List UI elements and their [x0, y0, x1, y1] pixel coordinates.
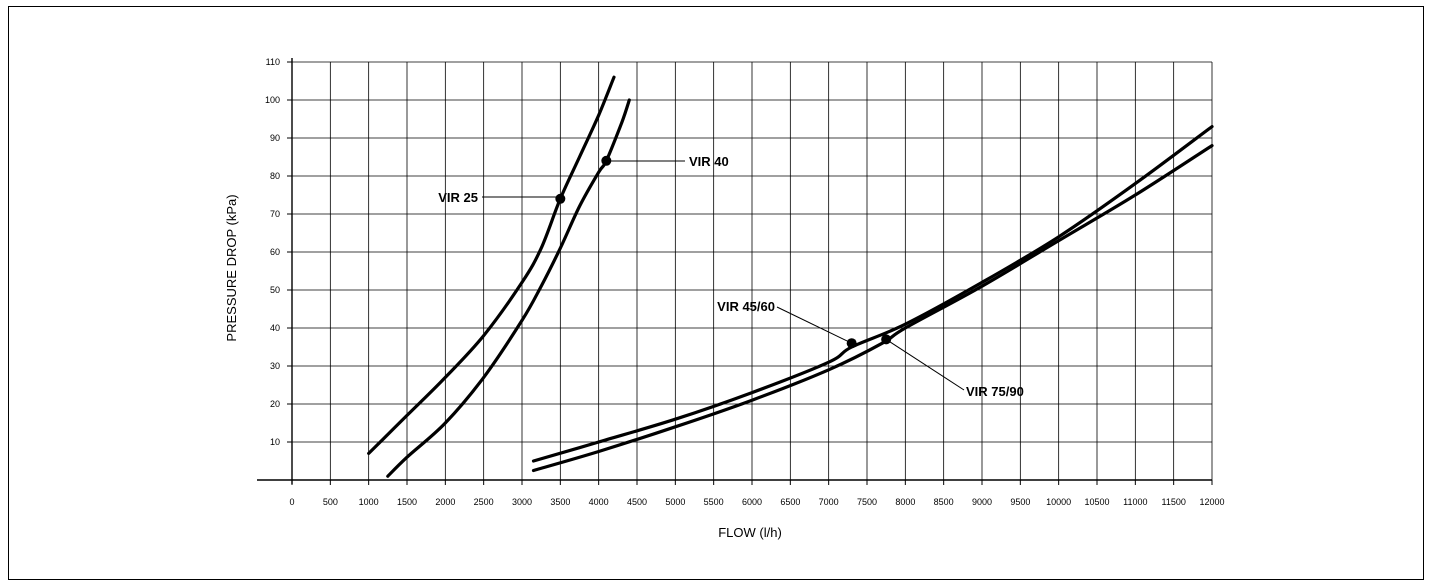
x-tick-label: 3500 [550, 497, 570, 507]
x-tick-label: 4000 [589, 497, 609, 507]
curve-vir-40 [386, 98, 631, 478]
x-tick-label: 2000 [435, 497, 455, 507]
x-tick-label: 4500 [627, 497, 647, 507]
x-tick-label: 12000 [1199, 497, 1224, 507]
y-tick-label: 80 [270, 171, 280, 181]
series-label-vir-75-90: VIR 75/90 [966, 384, 1024, 399]
y-tick-label: 40 [270, 323, 280, 333]
y-tick-label: 110 [266, 57, 280, 67]
x-tick-label: 1000 [359, 497, 379, 507]
x-tick-label: 3000 [512, 497, 532, 507]
curve-vir-25 [367, 75, 616, 455]
series-label-vir-45-60: VIR 45/60 [717, 299, 775, 314]
series-label-vir-25: VIR 25 [438, 190, 478, 205]
series-labels: VIR 25 VIR 40 VIR 45/60 VIR 75/90 [438, 154, 1024, 399]
y-tick-label: 100 [265, 95, 280, 105]
x-tick-label: 5000 [665, 497, 685, 507]
y-tick-label: 60 [270, 247, 280, 257]
x-tick-label: 6000 [742, 497, 762, 507]
marker-vir-25 [555, 193, 566, 204]
x-tick-label: 2500 [474, 497, 494, 507]
y-tick-label: 70 [270, 209, 280, 219]
x-tick-label: 10000 [1046, 497, 1071, 507]
y-tick-label: 10 [270, 437, 280, 447]
grid [292, 61, 1213, 480]
x-tick-label: 7000 [819, 497, 839, 507]
chart-frame [8, 6, 1424, 580]
x-tick-label: 11500 [1161, 497, 1185, 507]
x-tick-label: 11000 [1123, 497, 1147, 507]
x-axis-label: FLOW (l/h) [718, 525, 782, 540]
leader-line-vir-75-90 [885, 338, 965, 391]
curve-vir-75-90 [531, 144, 1214, 473]
y-tick-label: 50 [270, 285, 280, 295]
x-tick-label: 500 [323, 497, 338, 507]
y-tick-labels: 10 20 30 40 50 60 70 80 90 100 110 [265, 57, 280, 447]
y-tick-label: 20 [270, 399, 280, 409]
y-tick-label: 30 [270, 361, 280, 371]
x-tick-label: 8500 [934, 497, 954, 507]
y-axis-label: PRESSURE DROP (kPa) [224, 194, 239, 341]
x-tick-label: 0 [289, 497, 294, 507]
y-tick-label: 90 [270, 133, 280, 143]
x-tick-label: 1500 [397, 497, 417, 507]
x-tick-label: 5500 [704, 497, 724, 507]
axes [257, 58, 1213, 485]
x-tick-label: 8000 [895, 497, 915, 507]
leader-line-vir-45-60 [776, 306, 852, 344]
x-tick-label: 9000 [972, 497, 992, 507]
x-tick-label: 9500 [1010, 497, 1030, 507]
x-tick-label: 6500 [780, 497, 800, 507]
x-tick-label: 7500 [857, 497, 877, 507]
x-tick-labels: 0 500 1000 1500 2000 2500 3000 3500 4000 4500 5000… [289, 497, 1224, 507]
x-tick-label: 10500 [1084, 497, 1109, 507]
curve-vir-45-60 [531, 125, 1214, 463]
series-label-vir-40: VIR 40 [689, 154, 729, 169]
